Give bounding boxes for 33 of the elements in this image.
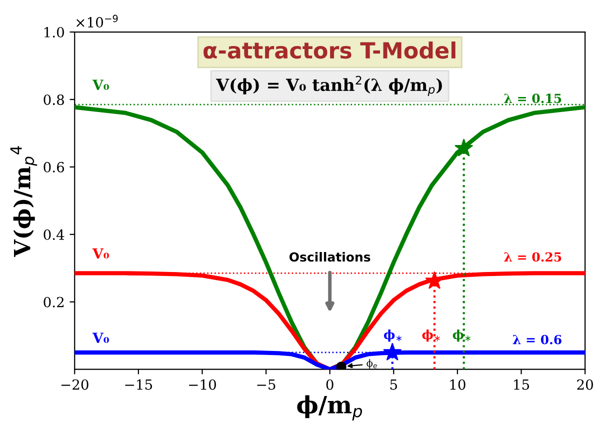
chart-title: α-attractors T-Model [204, 42, 456, 59]
annotation: V₀ [92, 248, 109, 259]
x-tick-label: 10 [450, 379, 466, 390]
x-tick-label: −5 [257, 380, 276, 390]
annotation: ϕ$_{e}$ [366, 359, 377, 369]
point [336, 362, 346, 370]
annotation: λ = 0.6 [512, 334, 562, 344]
annotation: ϕ$_{∗}$ [384, 330, 402, 342]
annotation: Oscillations [289, 252, 370, 262]
annotation: ϕ$_{∗}$ [422, 330, 440, 342]
y-tick-label: 0.4 [44, 229, 64, 240]
annotation: λ = 0.25 [504, 252, 562, 262]
x-tick-label: −15 [125, 379, 152, 390]
text: ×10$^{−9}$ [76, 14, 118, 28]
y-tick-label: 0.2 [44, 296, 64, 308]
x-tick-label: 15 [514, 379, 530, 390]
y-axis-title: V(ϕ)/m$_{p}$$^{4}$ [10, 146, 38, 258]
x-tick-label: −20 [61, 379, 88, 390]
y-tick-label: 0.6 [44, 162, 64, 172]
annotation: ϕ$_{∗}$ [452, 330, 470, 342]
text: V(ϕ) = V₀ tanh$^{2}$(λ ϕ/m$_{p}$) [216, 76, 442, 96]
y-tick-label: 0.8 [44, 94, 64, 105]
point [383, 343, 402, 360]
x-tick-label: 5 [390, 380, 397, 390]
annotation: λ = 0.15 [504, 94, 562, 104]
y-tick-label: 1.0 [44, 26, 64, 38]
x-tick-label: −10 [189, 379, 216, 390]
x-axis-title: ϕ/m$_{p}$ [297, 395, 362, 421]
x-tick-label: 0 [326, 379, 334, 390]
point [454, 138, 473, 156]
annotation: V₀ [92, 332, 109, 343]
annotation: V₀ [92, 80, 109, 90]
x-tick-label: 20 [577, 379, 593, 390]
